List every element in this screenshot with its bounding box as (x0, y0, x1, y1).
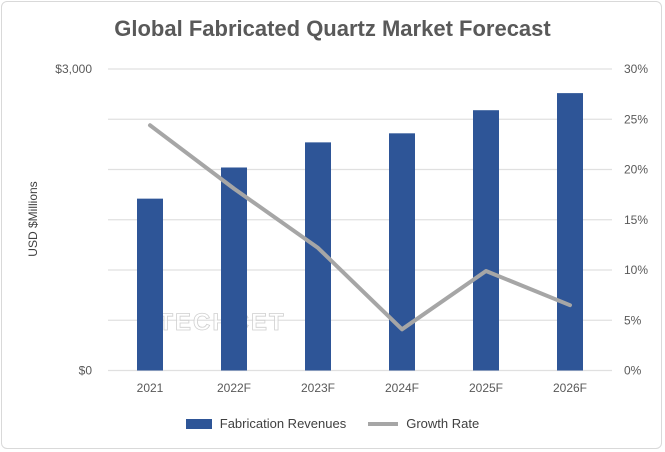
left-tick-label: $0 (79, 364, 93, 378)
legend-label: Fabrication Revenues (219, 416, 347, 431)
x-tick-label: 2023F (301, 381, 335, 395)
right-tick-label: 15% (624, 213, 648, 227)
legend-item-growth: Growth Rate (368, 416, 479, 431)
legend-item-revenues: Fabrication Revenues (185, 416, 347, 431)
legend-swatch-bar (185, 418, 212, 429)
legend-label: Growth Rate (406, 416, 480, 431)
right-tick-label: 20% (624, 163, 648, 177)
legend: Fabrication Revenues Growth Rate (0, 416, 665, 431)
x-tick-label: 2021 (137, 381, 164, 395)
left-tick-label: $3,000 (55, 62, 92, 76)
right-tick-label: 25% (624, 112, 648, 126)
x-tick-label: 2024F (385, 381, 419, 395)
right-tick-label: 5% (624, 313, 642, 327)
right-tick-label: 30% (624, 62, 648, 76)
bar-2021 (137, 198, 163, 371)
x-tick-label: 2022F (217, 381, 251, 395)
chart-title: Global Fabricated Quartz Market Forecast (114, 16, 551, 41)
x-tick-label: 2026F (553, 381, 587, 395)
bar-2022F (221, 167, 247, 371)
right-tick-label: 0% (624, 364, 642, 378)
bar-2024F (389, 133, 415, 371)
growth-rate-line (148, 123, 572, 332)
legend-swatch-line (368, 421, 399, 426)
x-tick-label: 2025F (469, 381, 503, 395)
bar-2025F (473, 110, 499, 371)
bar-2026F (557, 93, 583, 371)
right-tick-label: 10% (624, 263, 648, 277)
